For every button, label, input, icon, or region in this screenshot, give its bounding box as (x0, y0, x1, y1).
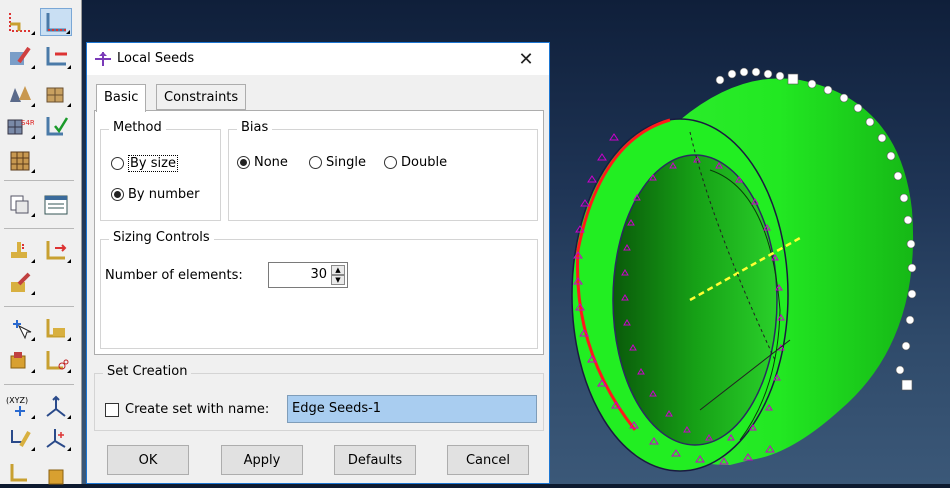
partition-icon[interactable] (40, 236, 72, 264)
radio-bias-single-indicator[interactable] (309, 156, 322, 169)
verify-mesh-icon[interactable] (40, 112, 72, 140)
tab-basic[interactable]: Basic (96, 84, 147, 112)
radio-by-number-label: By number (128, 187, 200, 202)
virtual-topology-icon[interactable] (4, 268, 36, 296)
mesh-stats-icon[interactable] (40, 190, 72, 218)
set-name-input[interactable]: Edge Seeds-1 (287, 395, 537, 423)
radio-bias-double[interactable]: Double (384, 155, 447, 170)
create-set-checkbox[interactable] (105, 403, 119, 417)
ring-part-model[interactable] (550, 60, 950, 484)
radio-bias-none[interactable]: None (237, 155, 288, 170)
number-of-elements-value[interactable]: 30 (310, 267, 327, 282)
sizing-controls-legend: Sizing Controls (109, 230, 214, 245)
set-creation-legend: Set Creation (103, 364, 192, 379)
mesh-toolbox: S4R (XYZ) (0, 0, 82, 485)
datum-axis-icon[interactable] (4, 424, 36, 452)
bias-legend: Bias (237, 120, 273, 135)
radio-bias-none-indicator[interactable] (237, 156, 250, 169)
radio-by-size[interactable]: By size (111, 155, 178, 172)
ok-button[interactable]: OK (107, 445, 189, 475)
method-legend: Method (109, 120, 166, 135)
cancel-button[interactable]: Cancel (447, 445, 529, 475)
radio-by-number[interactable]: By number (111, 187, 199, 202)
element-type-icon[interactable]: S4R (4, 112, 36, 140)
datum-csys-icon[interactable] (40, 392, 72, 420)
datum-xyz-icon[interactable]: (XYZ) (4, 392, 36, 420)
number-of-elements-label: Number of elements: (105, 268, 243, 283)
radio-bias-none-label: None (254, 155, 288, 170)
sizing-controls-group: Sizing Controls Number of elements: 30 ▲… (100, 230, 538, 349)
radio-by-size-label: By size (128, 155, 178, 172)
close-icon: ✕ (518, 48, 534, 70)
radio-bias-single-label: Single (326, 155, 366, 170)
edit-mesh-icon[interactable] (4, 236, 36, 264)
bias-group: Bias None Single Double (228, 120, 538, 221)
tab-constraints[interactable]: Constraints (156, 84, 247, 110)
create-set-label: Create set with name: (125, 402, 270, 417)
defaults-button[interactable]: Defaults (334, 445, 416, 475)
seed-dialog-icon (94, 51, 112, 71)
radio-bias-double-indicator[interactable] (384, 156, 397, 169)
datum-point-icon[interactable] (4, 314, 36, 342)
delete-feature-icon[interactable] (40, 346, 72, 374)
delete-seeds-icon[interactable] (4, 42, 36, 70)
svg-text:S4R: S4R (21, 119, 34, 127)
radio-bias-double-label: Double (401, 155, 448, 170)
create-display-group-icon[interactable] (4, 460, 36, 488)
seed-edge-icon[interactable] (40, 8, 72, 36)
number-of-elements-spinner[interactable]: 30 ▲ ▼ (268, 262, 348, 288)
set-creation-group: Set Creation Create set with name: Edge … (94, 364, 544, 431)
delete-edge-seeds-icon[interactable] (40, 42, 72, 70)
dialog-title: Local Seeds (117, 51, 195, 66)
datum-plane-icon[interactable] (40, 314, 72, 342)
datum-rect-csys-icon[interactable] (40, 424, 72, 452)
mesh-part-icon[interactable] (4, 80, 36, 108)
close-button[interactable]: ✕ (503, 43, 549, 75)
local-seeds-dialog: Local Seeds ✕ Basic Constraints Method B… (86, 42, 550, 484)
mesh-controls-icon[interactable] (4, 146, 36, 174)
basic-tab-panel: Method By size By number Bias None Singl… (94, 110, 544, 355)
method-group: Method By size By number (100, 120, 221, 221)
svg-text:(XYZ): (XYZ) (6, 396, 28, 405)
radio-by-size-indicator[interactable] (111, 157, 124, 170)
seed-part-icon[interactable] (4, 8, 36, 36)
query-icon[interactable] (4, 190, 36, 218)
repair-icon[interactable] (4, 346, 36, 374)
apply-button[interactable]: Apply (221, 445, 303, 475)
radio-by-number-indicator[interactable] (111, 188, 124, 201)
mesh-region-icon[interactable] (40, 80, 72, 108)
radio-bias-single[interactable]: Single (309, 155, 366, 170)
spin-up-icon[interactable]: ▲ (331, 265, 345, 275)
dialog-titlebar[interactable]: Local Seeds ✕ (87, 43, 549, 75)
spin-down-icon[interactable]: ▼ (331, 275, 345, 285)
